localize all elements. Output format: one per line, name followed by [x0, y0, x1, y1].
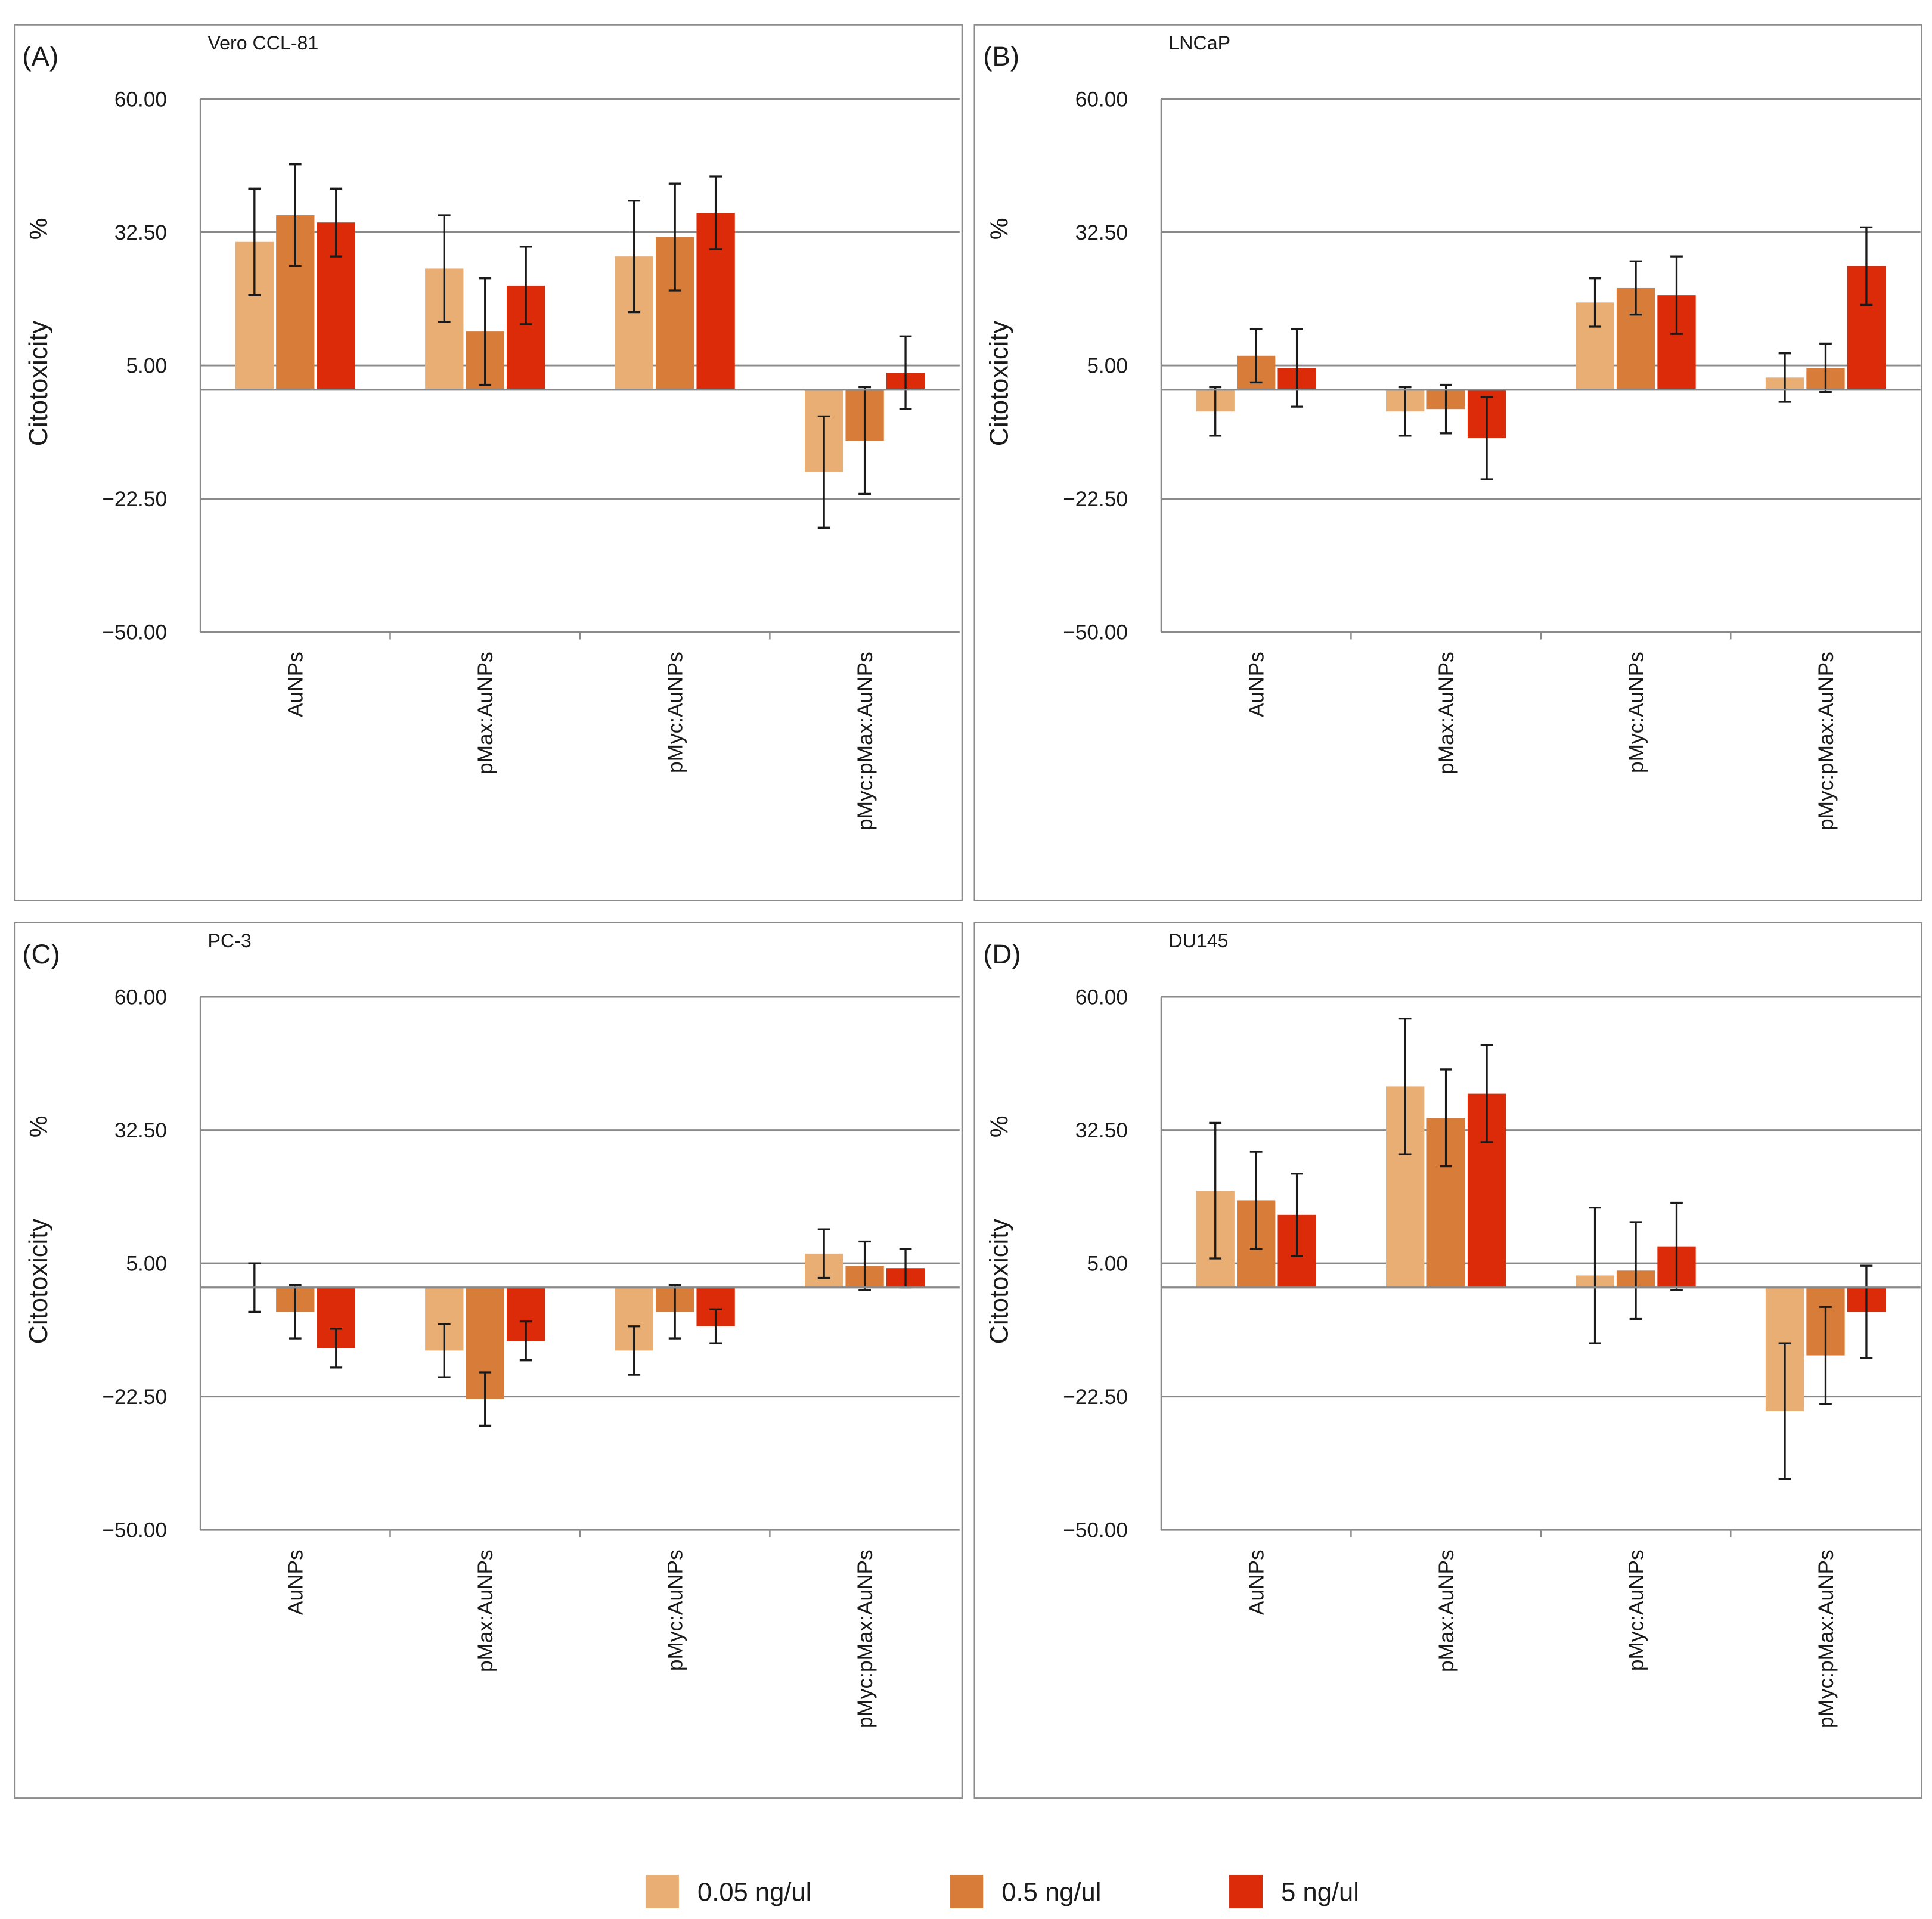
- y-tick-label: 60.00: [1075, 985, 1128, 1009]
- y-axis-label: Citotoxicity: [985, 1219, 1014, 1344]
- x-tick-label: pMyc:AuNPs: [664, 652, 687, 773]
- y-tick-label: −22.50: [102, 488, 167, 511]
- panel-title: LNCaP: [1168, 32, 1230, 54]
- y-axis-unit: %: [985, 1115, 1013, 1137]
- legend-swatch: [1229, 1874, 1263, 1908]
- y-tick-label: −50.00: [102, 621, 167, 644]
- panel-title: DU145: [1168, 930, 1228, 951]
- panel-letter: (C): [22, 939, 60, 969]
- y-tick-label: 32.50: [1075, 221, 1128, 244]
- y-tick-label: −22.50: [102, 1385, 167, 1409]
- panel-frame: [14, 24, 963, 901]
- y-tick-label: 5.00: [1087, 1253, 1128, 1276]
- x-tick-label: pMyc:pMax:AuNPs: [1815, 652, 1838, 830]
- y-axis-label: Citotoxicity: [24, 1219, 53, 1344]
- panel-title: PC-3: [208, 930, 252, 951]
- panel-title: Vero CCL-81: [208, 32, 319, 54]
- x-tick-label: pMyc:AuNPs: [1624, 1549, 1648, 1671]
- x-tick-label: pMyc:pMax:AuNPs: [854, 652, 877, 830]
- x-tick-label: AuNPs: [284, 1549, 308, 1615]
- y-tick-label: 32.50: [114, 1119, 167, 1142]
- chart-panel: (C) PC-3 −50.00 −22.50 5.00 32.50 60.00 Citotox…: [14, 922, 963, 1799]
- chart-panel: (B) LNCaP −50.00 −22.50 5.00 32.50 60.00 Citoto…: [973, 24, 1923, 901]
- legend: 0.05 ng/ul 0.5 ng/ul 5 ng/ul: [645, 1874, 1359, 1908]
- y-tick-label: −50.00: [1063, 621, 1128, 644]
- y-axis-unit: %: [24, 1115, 52, 1137]
- y-axis-label: Citotoxicity: [24, 321, 53, 447]
- legend-label: 0.5 ng/ul: [1001, 1878, 1101, 1907]
- y-tick-label: 60.00: [114, 88, 167, 111]
- legend-label: 0.05 ng/ul: [697, 1878, 811, 1907]
- y-tick-label: −22.50: [1063, 488, 1128, 511]
- y-axis-unit: %: [985, 218, 1013, 240]
- y-tick-label: 5.00: [1087, 354, 1128, 377]
- x-tick-label: pMyc:AuNPs: [664, 1549, 687, 1671]
- y-tick-label: 60.00: [114, 985, 167, 1009]
- y-tick-label: −22.50: [1063, 1385, 1128, 1409]
- x-tick-label: pMax:AuNPs: [1435, 1549, 1458, 1672]
- chart-panel: (D) DU145 −50.00 −22.50 5.00 32.50 60.00 Citoto…: [973, 922, 1923, 1799]
- y-axis-unit: %: [24, 218, 52, 240]
- panel-letter: (B): [983, 41, 1019, 72]
- x-tick-label: pMax:AuNPs: [1435, 652, 1458, 774]
- y-tick-label: −50.00: [102, 1519, 167, 1542]
- x-tick-label: pMyc:AuNPs: [1624, 652, 1648, 773]
- panel-letter: (A): [22, 41, 58, 72]
- y-tick-label: 5.00: [126, 354, 167, 377]
- y-axis-label: Citotoxicity: [985, 321, 1014, 447]
- legend-group: 0.05 ng/ul 0.5 ng/ul 5 ng/ul: [645, 1874, 1359, 1908]
- y-tick-label: 5.00: [126, 1253, 167, 1276]
- chart-panel: (A) Vero CCL-81 −50.00 −22.50 5.00 32.50 60.00…: [14, 24, 963, 901]
- legend-swatch: [645, 1874, 679, 1908]
- x-tick-label: pMax:AuNPs: [474, 652, 497, 774]
- x-tick-label: AuNPs: [1245, 1549, 1269, 1615]
- x-tick-label: pMyc:pMax:AuNPs: [854, 1549, 877, 1728]
- panel-letter: (D): [983, 939, 1021, 969]
- x-tick-label: AuNPs: [1245, 652, 1269, 717]
- y-tick-label: 32.50: [1075, 1119, 1128, 1142]
- legend-label: 5 ng/ul: [1281, 1878, 1359, 1907]
- y-tick-label: −50.00: [1063, 1519, 1128, 1542]
- x-tick-label: pMax:AuNPs: [474, 1549, 497, 1672]
- legend-swatch: [950, 1874, 984, 1908]
- x-tick-label: pMyc:pMax:AuNPs: [1815, 1549, 1838, 1728]
- y-tick-label: 32.50: [114, 221, 167, 244]
- x-tick-label: AuNPs: [284, 652, 308, 717]
- panel-frame: [973, 24, 1923, 901]
- y-tick-label: 60.00: [1075, 88, 1128, 111]
